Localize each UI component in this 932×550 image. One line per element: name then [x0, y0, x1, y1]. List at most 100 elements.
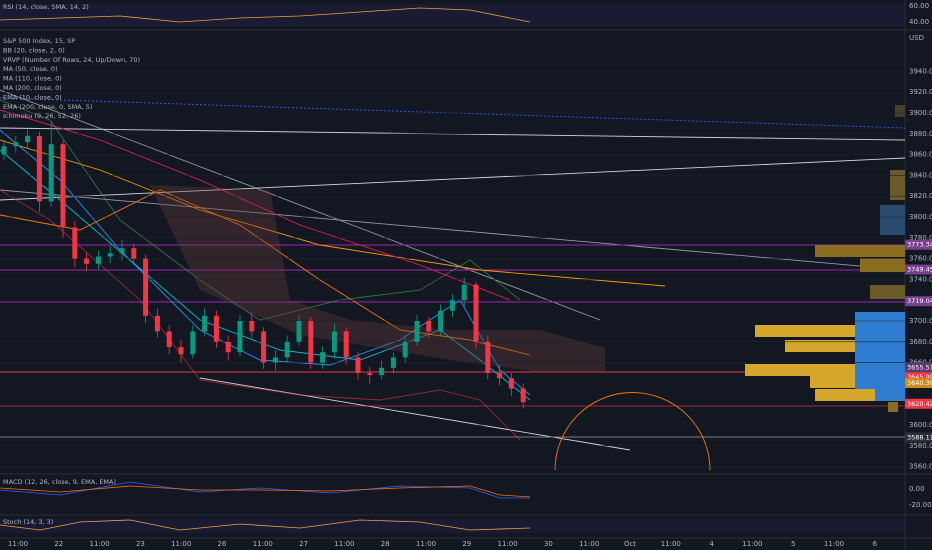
- price-tick: 3940.00: [909, 67, 932, 75]
- price-tick: 3800.00: [909, 213, 932, 221]
- candle-body: [166, 331, 172, 347]
- price-badge: [905, 432, 932, 443]
- candle-body: [190, 331, 196, 355]
- legend-entry: MA (50, close, 0): [3, 65, 58, 73]
- price-badge-label: 3620.42: [907, 400, 932, 408]
- price-tick: 3600.00: [909, 421, 932, 429]
- time-label: Oct: [624, 540, 636, 548]
- price-tick: 3840.00: [909, 171, 932, 179]
- candle-body: [343, 331, 349, 358]
- price-badge: [905, 296, 932, 307]
- legend-entry: EMA (200, close, 0, SMA, 5): [3, 103, 92, 111]
- candle-body: [461, 284, 467, 301]
- time-label: 29: [462, 540, 471, 548]
- candle-body: [308, 321, 314, 363]
- candle-body: [225, 341, 231, 353]
- time-label: 11:00: [579, 540, 599, 548]
- time-label: 11:00: [90, 540, 110, 548]
- stoch-label: Stoch (14, 3, 3): [3, 518, 53, 526]
- time-label: 11:00: [8, 540, 28, 548]
- rsi-tick: 40.00: [909, 18, 929, 26]
- candle-body: [261, 331, 267, 363]
- candle-body: [213, 315, 219, 342]
- time-label: 4: [709, 540, 714, 548]
- price-tick: 3580.00: [909, 442, 932, 450]
- time-label: 30: [544, 540, 553, 548]
- time-label: 26: [218, 540, 227, 548]
- price-badge-label: 3645.99: [907, 373, 932, 381]
- candle-body: [367, 373, 373, 376]
- candle-body: [60, 144, 66, 228]
- candle-body: [355, 357, 361, 373]
- time-label: 11:00: [661, 540, 681, 548]
- price-badge: [905, 264, 932, 275]
- time-label: 11:00: [253, 540, 273, 548]
- candle-body: [485, 341, 491, 373]
- candle-body: [249, 321, 255, 332]
- price-badge-label: 3773.34: [907, 241, 932, 249]
- price-badge: [905, 372, 932, 383]
- candle-body: [497, 373, 503, 379]
- price-badge: [905, 362, 932, 373]
- legend-entry: BB (20, close, 2, 0): [3, 46, 65, 54]
- candle-body: [84, 258, 90, 264]
- candle-body: [13, 142, 19, 147]
- price-badge-label: 3749.45: [907, 266, 932, 274]
- rsi-tick: 60.00: [909, 2, 929, 10]
- time-label: 23: [136, 540, 145, 548]
- candle-body: [414, 321, 420, 342]
- time-label: 11:00: [742, 540, 762, 548]
- candle-body: [72, 227, 78, 259]
- candle-body: [36, 135, 42, 202]
- candle-body: [154, 315, 160, 332]
- price-tick: 3780.00: [909, 234, 932, 242]
- price-tick: 3760.00: [909, 255, 932, 263]
- time-label: 22: [54, 540, 63, 548]
- price-tick: 3900.00: [909, 109, 932, 117]
- price-tick: 3820.00: [909, 192, 932, 200]
- time-label: 11:00: [171, 540, 191, 548]
- candle-body: [25, 135, 31, 143]
- price-badge-label: 3588.11: [907, 433, 932, 441]
- candle-body: [272, 357, 278, 363]
- candle-body: [131, 248, 137, 259]
- time-label: 28: [381, 540, 390, 548]
- candle-body: [402, 341, 408, 358]
- price-badge: [905, 377, 932, 388]
- currency: USD: [909, 34, 924, 42]
- volume-profile: [745, 105, 905, 412]
- price-badge: [905, 239, 932, 250]
- indicator-lines: [0, 89, 906, 471]
- legend-entry: MA (200, close, 0): [3, 84, 62, 92]
- candle-body: [508, 378, 514, 389]
- time-label: 27: [299, 540, 308, 548]
- legend-entry: Ichimoku (9, 26, 52, 26): [3, 112, 81, 120]
- legend-entry: MA (110, close, 0): [3, 75, 62, 83]
- price-tick: 3560.00: [909, 463, 932, 471]
- rsi-line: [0, 7, 531, 23]
- macd-tick: 0.00: [909, 485, 925, 493]
- time-label: 11:00: [334, 540, 354, 548]
- price-badge-label: 3719.04: [907, 297, 932, 305]
- legend-entry: S&P 500 Index, 15, SP: [3, 37, 75, 45]
- price-tick: 3680.00: [909, 338, 932, 346]
- macd-label: MACD (12, 26, close, 9, EMA, EMA): [3, 478, 116, 486]
- candle-body: [390, 357, 396, 368]
- price-badge-label: 3640.39: [907, 379, 932, 387]
- price-tick: 3920.00: [909, 88, 932, 96]
- candle-body: [202, 315, 208, 332]
- candle-body: [143, 258, 149, 316]
- candle-body: [449, 300, 455, 311]
- candle-body: [331, 331, 337, 353]
- candle-body: [284, 341, 290, 358]
- stoch-band: [0, 519, 905, 533]
- legend-entry: VRVP (Number Of Rows, 24, Up/Down, 70): [3, 56, 140, 64]
- candle-body: [1, 146, 7, 155]
- macd-tick: -20.00: [909, 501, 932, 509]
- candle-body: [95, 256, 101, 264]
- price-badge-label: 3655.51: [907, 363, 932, 371]
- candle-body: [473, 284, 479, 342]
